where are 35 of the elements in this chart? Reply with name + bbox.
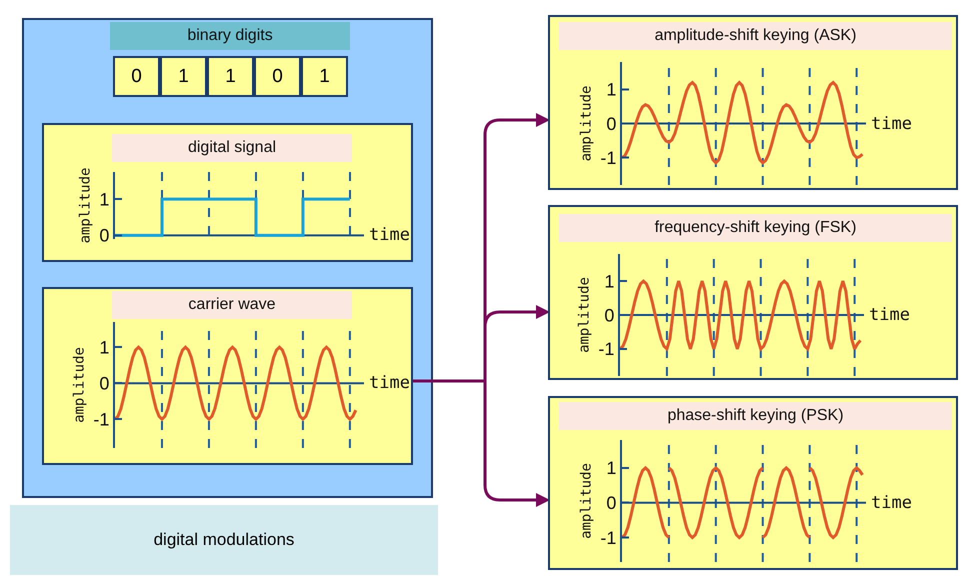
- y-tick-label: 1: [99, 189, 110, 210]
- text: digital modulations: [10, 505, 438, 575]
- y-axis-title: amplitude: [578, 86, 594, 162]
- y-tick-label: -1: [600, 528, 616, 548]
- text: binary digits: [110, 22, 350, 50]
- y-tick-label: 0: [604, 305, 614, 326]
- y-axis-title: amplitude: [77, 168, 94, 244]
- category-label: 1: [301, 56, 348, 97]
- category-label: 1: [160, 56, 207, 97]
- y-tick-label: 0: [99, 226, 110, 246]
- chart-title: amplitude-shift keying (ASK): [559, 22, 952, 50]
- y-tick-label: -1: [93, 410, 110, 430]
- x-axis-title: time: [369, 225, 410, 245]
- x-axis-title: time: [369, 373, 410, 393]
- y-tick-label: -1: [600, 148, 616, 168]
- y-tick-label: 1: [606, 458, 616, 478]
- y-tick-label: 1: [604, 271, 614, 292]
- y-tick-label: 0: [606, 114, 616, 134]
- x-axis-title: time: [869, 305, 910, 325]
- x-axis-title: time: [871, 493, 912, 513]
- y-tick-label: 1: [606, 80, 616, 100]
- y-tick-label: -1: [598, 339, 614, 360]
- x-axis-title: time: [871, 114, 912, 134]
- chart-title: phase-shift keying (PSK): [559, 402, 952, 430]
- category-label: 1: [207, 56, 254, 97]
- y-axis-title: amplitude: [71, 347, 88, 423]
- y-axis-title: amplitude: [576, 277, 592, 353]
- y-tick-label: 1: [99, 338, 110, 358]
- y-tick-label: 0: [606, 493, 616, 514]
- chart-title: digital signal: [112, 134, 352, 162]
- y-axis-title: amplitude: [578, 463, 594, 539]
- y-tick-label: 0: [99, 374, 110, 394]
- chart-title: carrier wave: [112, 291, 352, 319]
- chart-title: frequency-shift keying (FSK): [559, 214, 952, 242]
- category-label: 0: [254, 56, 301, 97]
